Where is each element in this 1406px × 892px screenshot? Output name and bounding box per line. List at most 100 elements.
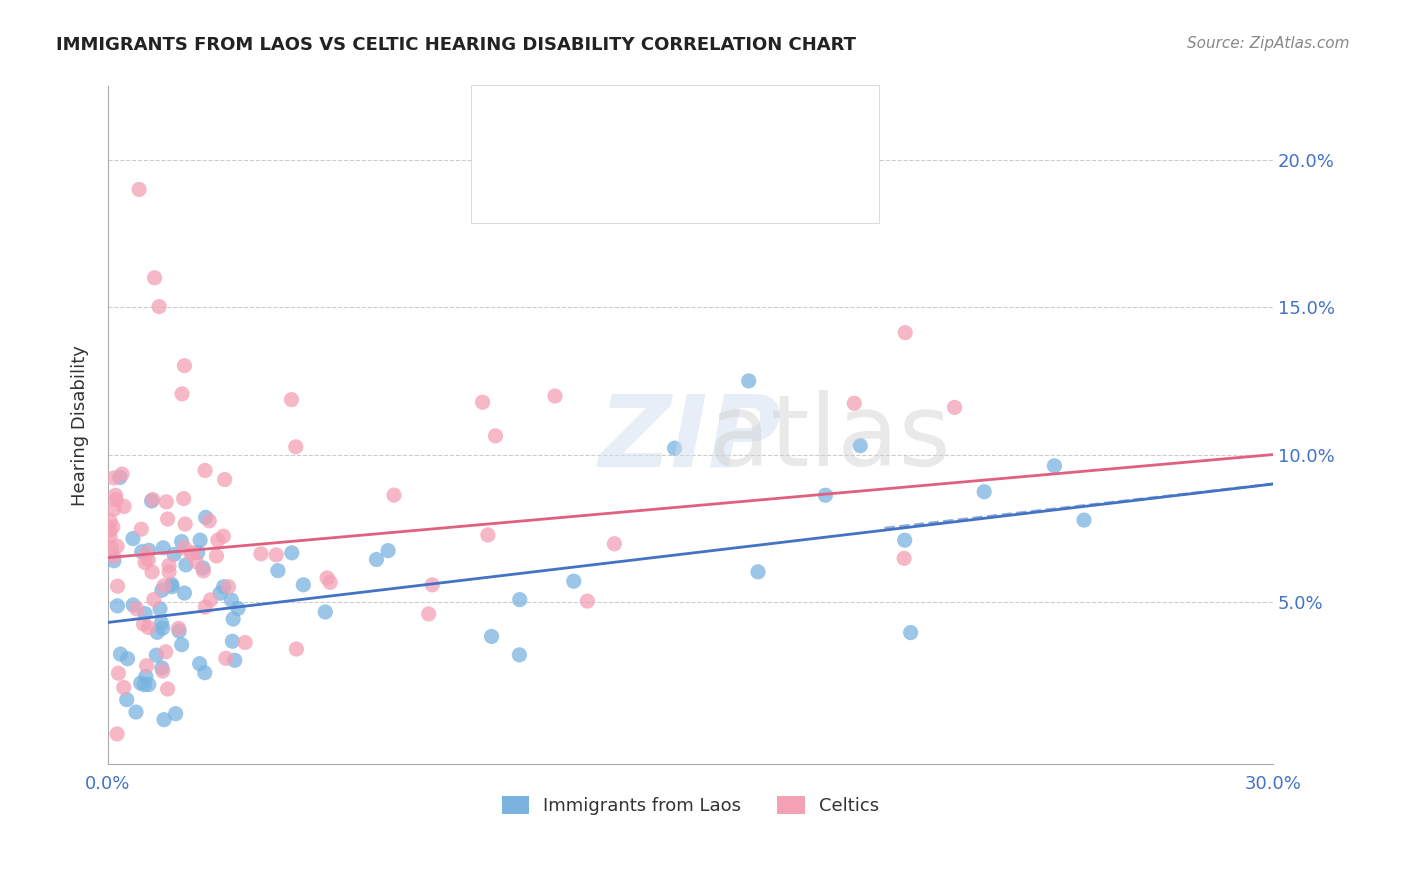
Immigrants from Laos [187, 546, 209, 560]
Immigrants from Laos [849, 439, 872, 453]
Celtics [205, 549, 228, 563]
Immigrants from Laos [747, 565, 769, 579]
Celtics [101, 520, 124, 534]
Y-axis label: Hearing Disability: Hearing Disability [72, 344, 89, 506]
Text: 68: 68 [721, 107, 744, 125]
Text: ■: ■ [499, 156, 520, 176]
Immigrants from Laos [209, 586, 232, 600]
Celtics [103, 502, 125, 516]
Celtics [217, 580, 239, 594]
Immigrants from Laos [664, 441, 686, 455]
Immigrants from Laos [377, 543, 399, 558]
Celtics [107, 666, 129, 681]
Immigrants from Laos [138, 543, 160, 558]
Text: R =: R = [534, 156, 571, 174]
Immigrants from Laos [150, 615, 173, 630]
Immigrants from Laos [146, 625, 169, 640]
Celtics [128, 182, 150, 196]
Celtics [105, 727, 128, 741]
Celtics [285, 642, 308, 657]
Immigrants from Laos [188, 657, 211, 671]
Celtics [214, 473, 236, 487]
Immigrants from Laos [131, 545, 153, 559]
Celtics [170, 387, 193, 401]
Celtics [943, 401, 966, 415]
Celtics [212, 529, 235, 543]
Celtics [215, 651, 238, 665]
Celtics [207, 533, 229, 548]
Celtics [181, 546, 204, 560]
Immigrants from Laos [122, 598, 145, 612]
Celtics [173, 359, 195, 373]
Immigrants from Laos [122, 532, 145, 546]
Celtics [104, 488, 127, 502]
Immigrants from Laos [149, 602, 172, 616]
Celtics [155, 495, 177, 509]
Celtics [382, 488, 405, 502]
Celtics [132, 617, 155, 632]
Immigrants from Laos [1043, 458, 1066, 473]
Celtics [284, 440, 307, 454]
Immigrants from Laos [366, 552, 388, 566]
Celtics [167, 621, 190, 635]
Celtics [100, 541, 122, 555]
Immigrants from Laos [893, 533, 915, 548]
Immigrants from Laos [165, 706, 187, 721]
Immigrants from Laos [110, 647, 132, 661]
Immigrants from Laos [221, 634, 243, 648]
Celtics [173, 541, 195, 555]
Text: atlas: atlas [710, 390, 950, 487]
Immigrants from Laos [562, 574, 585, 589]
Celtics [180, 546, 202, 560]
Immigrants from Laos [150, 583, 173, 598]
Celtics [152, 664, 174, 678]
Celtics [135, 658, 157, 673]
Celtics [136, 553, 159, 567]
Celtics [111, 467, 134, 481]
Immigrants from Laos [314, 605, 336, 619]
Immigrants from Laos [152, 621, 174, 635]
Celtics [471, 395, 494, 409]
Text: ZIP: ZIP [599, 390, 782, 487]
Celtics [105, 539, 128, 553]
Immigrants from Laos [145, 648, 167, 662]
Text: Source: ZipAtlas.com: Source: ZipAtlas.com [1187, 36, 1350, 51]
Celtics [264, 548, 287, 562]
Immigrants from Laos [108, 470, 131, 484]
Immigrants from Laos [160, 577, 183, 591]
Celtics [129, 522, 152, 536]
Celtics [156, 681, 179, 696]
Celtics [103, 471, 125, 485]
Immigrants from Laos [152, 541, 174, 555]
Celtics [98, 515, 121, 529]
Text: 0.338: 0.338 [576, 107, 628, 125]
Celtics [200, 593, 222, 607]
Immigrants from Laos [117, 651, 139, 665]
Immigrants from Laos [160, 580, 183, 594]
Immigrants from Laos [150, 661, 173, 675]
Celtics [107, 579, 129, 593]
Celtics [844, 396, 866, 410]
Text: 80: 80 [721, 156, 744, 174]
Celtics [157, 565, 180, 579]
Celtics [576, 594, 599, 608]
Immigrants from Laos [194, 665, 217, 680]
Immigrants from Laos [481, 629, 503, 643]
Immigrants from Laos [163, 547, 186, 561]
Immigrants from Laos [174, 558, 197, 572]
Text: IMMIGRANTS FROM LAOS VS CELTIC HEARING DISABILITY CORRELATION CHART: IMMIGRANTS FROM LAOS VS CELTIC HEARING D… [56, 36, 856, 54]
Celtics [142, 592, 165, 607]
Celtics [193, 564, 215, 578]
Celtics [153, 579, 176, 593]
Celtics [893, 551, 915, 566]
Celtics [148, 300, 170, 314]
Immigrants from Laos [814, 488, 837, 502]
Immigrants from Laos [737, 374, 759, 388]
Immigrants from Laos [141, 494, 163, 508]
Celtics [233, 635, 256, 649]
Immigrants from Laos [508, 648, 530, 662]
Celtics [420, 578, 443, 592]
Immigrants from Laos [900, 625, 922, 640]
Immigrants from Laos [138, 677, 160, 691]
Immigrants from Laos [170, 534, 193, 549]
